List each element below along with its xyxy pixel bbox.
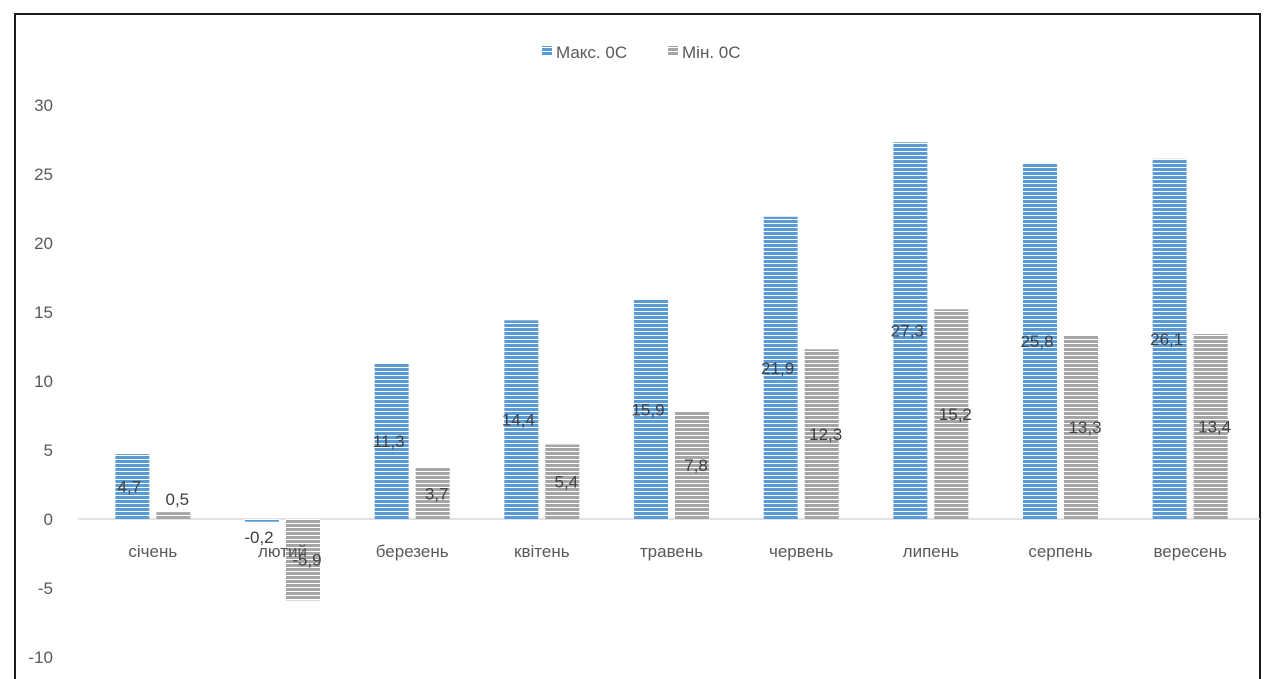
data-label-min-3: 5,4 (555, 473, 579, 492)
bar-max-4 (634, 299, 668, 519)
bar-min-3 (545, 444, 580, 519)
data-label-min-0: 0,5 (166, 490, 190, 509)
category-label-3: квітень (514, 542, 570, 561)
category-label-5: червень (769, 542, 833, 561)
bar-min-0 (156, 512, 191, 519)
y-tick-label: 10 (34, 372, 53, 391)
y-tick-label: 0 (44, 510, 53, 529)
bar-max-0 (115, 454, 150, 519)
category-label-6: липень (903, 542, 959, 561)
bar-min-6 (934, 309, 969, 519)
category-label-0: січень (128, 542, 177, 561)
y-axis-ticks: 30 25 20 15 10 5 0 -5 -10 (28, 96, 53, 667)
bar-min-2 (415, 467, 450, 519)
y-tick-label: 5 (44, 441, 53, 460)
y-tick-label: 30 (34, 96, 53, 115)
data-label-max-5: 21,9 (761, 359, 794, 378)
bar-max-7 (1023, 162, 1057, 519)
data-label-min-4: 7,8 (684, 456, 708, 475)
bar-min-7 (1064, 335, 1098, 519)
y-tick-label: 25 (34, 165, 53, 184)
data-label-max-2: 11,3 (373, 432, 405, 451)
bar-max-3 (504, 320, 539, 519)
data-label-min-6: 15,2 (939, 405, 972, 424)
category-label-7: серпень (1028, 542, 1092, 561)
data-labels: 4,7 0,5 -0,2 -5,9 11,3 3,7 14,4 5,4 15,9 7,8 21,9 1… (118, 322, 1232, 570)
data-label-min-5: 12,3 (809, 425, 842, 444)
bar-min-4 (675, 411, 709, 519)
bar-max-2 (374, 363, 409, 519)
category-labels: січень лютий березень квітень травень червень… (128, 542, 1227, 561)
data-label-min-2: 3,7 (425, 484, 449, 503)
y-tick-label: -5 (38, 579, 53, 598)
bar-max-1 (245, 519, 279, 522)
bar-max-5 (763, 216, 798, 519)
data-label-max-8: 26,1 (1150, 330, 1183, 349)
bars (115, 142, 1228, 601)
category-label-1: лютий (258, 542, 307, 561)
category-label-8: вересень (1153, 542, 1227, 561)
data-label-max-1: -0,2 (244, 528, 273, 547)
bar-max-8 (1152, 158, 1187, 519)
category-label-2: березень (376, 542, 449, 561)
data-label-min-8: 13,4 (1198, 418, 1231, 437)
data-label-max-4: 15,9 (631, 400, 664, 419)
legend-label-max: Макс. 0С (556, 43, 627, 62)
legend: Макс. 0С Мін. 0С (542, 43, 741, 62)
legend-swatch-min (668, 46, 678, 56)
data-label-min-1: -5,9 (292, 551, 321, 570)
bar-max-6 (893, 142, 928, 519)
y-tick-label: 20 (34, 234, 53, 253)
data-label-max-0: 4,7 (118, 478, 142, 497)
data-label-max-7: 25,8 (1020, 332, 1053, 351)
category-label-4: травень (640, 542, 703, 561)
y-tick-label: -10 (28, 648, 53, 667)
data-label-max-3: 14,4 (502, 411, 535, 430)
legend-label-min: Мін. 0С (682, 43, 741, 62)
bar-min-8 (1193, 334, 1228, 519)
data-label-min-7: 13,3 (1068, 418, 1101, 437)
legend-swatch-max (542, 46, 552, 56)
bar-min-5 (804, 349, 839, 519)
data-label-max-6: 27,3 (891, 322, 924, 341)
y-tick-label: 15 (34, 303, 53, 322)
bar-min-1 (286, 519, 320, 601)
